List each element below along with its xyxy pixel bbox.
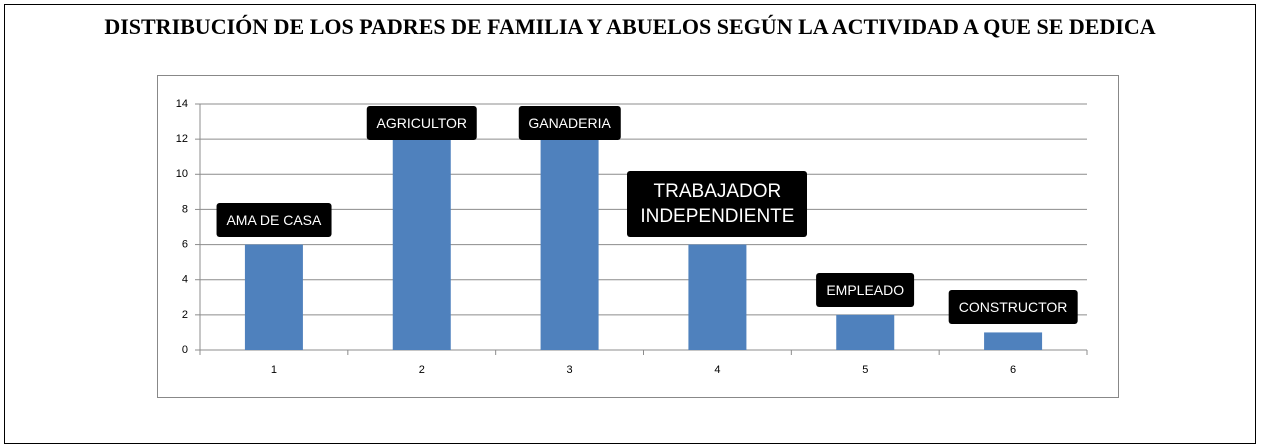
page: DISTRIBUCIÓN DE LOS PADRES DE FAMILIA Y … — [4, 4, 1256, 444]
bar — [984, 332, 1043, 350]
x-tick-label: 5 — [862, 364, 868, 376]
bar-label: CONSTRUCTOR — [948, 290, 1078, 325]
y-tick-label: 12 — [176, 133, 188, 145]
bar-label: AGRICULTOR — [366, 106, 477, 140]
chart-title: DISTRIBUCIÓN DE LOS PADRES DE FAMILIA Y … — [104, 14, 1156, 39]
y-tick-label: 6 — [182, 238, 188, 250]
y-tick-label: 2 — [182, 309, 188, 321]
y-tick-label: 14 — [176, 98, 188, 110]
y-tick-label: 8 — [182, 203, 188, 215]
x-tick-label: 4 — [714, 364, 720, 376]
x-tick-label: 3 — [567, 364, 573, 376]
x-tick-label: 1 — [271, 364, 277, 376]
x-tick-label: 6 — [1010, 364, 1016, 376]
bar — [392, 139, 451, 350]
x-tick-label: 2 — [419, 364, 425, 376]
y-tick-label: 10 — [176, 168, 188, 180]
bar — [688, 244, 747, 350]
bar-label: TRABAJADOR INDEPENDIENTE — [627, 170, 808, 237]
bar — [244, 244, 303, 350]
bar — [836, 314, 895, 350]
y-tick-label: 0 — [182, 344, 188, 356]
chart-frame — [157, 75, 1119, 398]
bar-label: GANADERIA — [518, 106, 621, 140]
bar-label: AMA DE CASA — [216, 202, 332, 237]
bar-label: EMPLEADO — [816, 272, 915, 307]
y-tick-label: 4 — [182, 274, 188, 286]
bar — [540, 121, 599, 350]
